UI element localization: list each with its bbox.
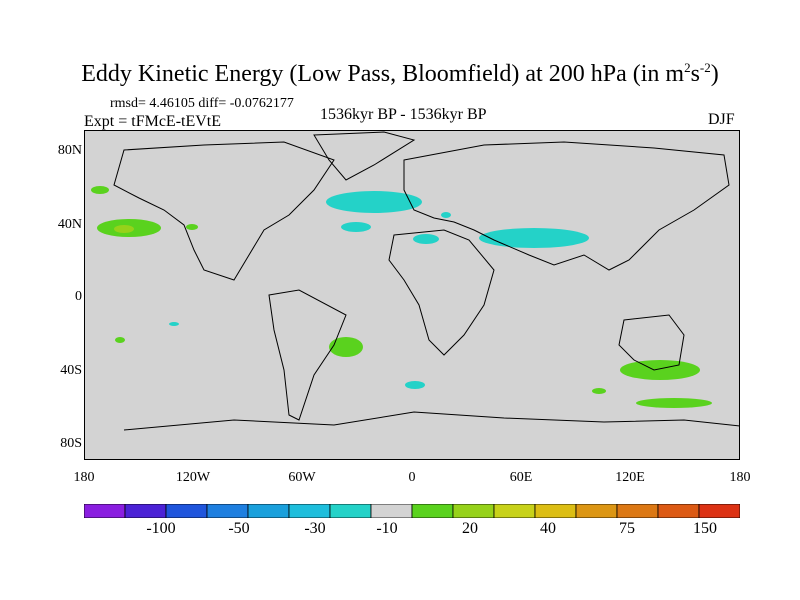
colorbar (84, 504, 740, 518)
coast-greenland (313, 131, 416, 181)
lat-label-80n: 80N (57, 143, 82, 158)
coast-eurasia (403, 141, 730, 271)
anomaly-negative (405, 381, 425, 389)
colorbar-label: 20 (462, 520, 478, 537)
period-label: 1536kyr BP - 1536kyr BP (320, 106, 487, 123)
anomaly-negative (326, 191, 422, 213)
lat-label-40s: 40S (60, 363, 82, 378)
lon-label-60w: 60W (288, 470, 316, 485)
world-map (84, 130, 740, 460)
colorbar-swatch (452, 504, 495, 518)
colorbar-label: 75 (619, 520, 635, 537)
anomaly-negative (413, 234, 439, 244)
map-background (84, 130, 740, 460)
lon-label-0: 0 (408, 470, 416, 485)
colorbar-swatch (657, 504, 700, 518)
colorbar-label: -100 (146, 520, 176, 537)
lat-label-eq: 0 (75, 289, 82, 304)
anomaly-positive-strong (114, 225, 134, 233)
colorbar-label: 150 (693, 520, 717, 537)
anomaly-positive (620, 360, 700, 380)
colorbar-swatch (247, 504, 290, 518)
lon-label-180w: 180 (73, 470, 95, 485)
title-end: ) (710, 61, 719, 87)
lat-label-40n: 40N (57, 217, 82, 232)
colorbar-swatch (124, 504, 167, 518)
colorbar-label: 40 (540, 520, 556, 537)
anomaly-positive (592, 388, 606, 394)
title-text: Eddy Kinetic Energy (Low Pass, Bloomfiel… (81, 61, 685, 87)
plot-title: Eddy Kinetic Energy (Low Pass, Bloomfiel… (0, 60, 800, 88)
anomaly-negative (441, 212, 451, 218)
colorbar-swatch (698, 504, 740, 518)
coast-south-america (268, 289, 347, 421)
anomaly-fields (91, 186, 712, 408)
coastlines (113, 131, 740, 431)
anomaly-positive (186, 224, 198, 230)
lon-label-120w: 120W (175, 470, 211, 485)
colorbar-swatch (370, 504, 413, 518)
colorbar-label: -30 (304, 520, 326, 537)
colorbar-label: -50 (228, 520, 250, 537)
coast-antarctica (123, 411, 740, 431)
anomaly-positive (115, 337, 125, 343)
colorbar-swatch (493, 504, 536, 518)
coast-australia (618, 314, 685, 371)
colorbar-swatch (575, 504, 618, 518)
colorbar-swatch (84, 504, 126, 518)
colorbar-swatch (165, 504, 208, 518)
colorbar-swatch (206, 504, 249, 518)
anomaly-positive (636, 398, 712, 408)
anomaly-negative (479, 228, 589, 248)
title-mid: s (690, 61, 700, 87)
colorbar-swatch (534, 504, 577, 518)
anomaly-positive (329, 337, 363, 357)
coast-north-america (113, 141, 335, 281)
colorbar-swatch (616, 504, 659, 518)
title-sup-2: -2 (699, 60, 711, 75)
map-frame (84, 130, 740, 460)
anomaly-negative (169, 322, 179, 326)
anomaly-positive (91, 186, 109, 194)
anomaly-negative (341, 222, 371, 232)
colorbar-swatch (329, 504, 372, 518)
experiment-label: Expt = tFMcE-tEVtE (84, 113, 222, 130)
lon-label-180e: 180 (729, 470, 751, 485)
lat-label-80s: 80S (60, 436, 82, 451)
season-label: DJF (708, 111, 735, 128)
title-sup-1: 2 (684, 60, 691, 75)
colorbar-swatch (411, 504, 454, 518)
lon-label-120e: 120E (615, 470, 645, 485)
coast-africa (388, 229, 495, 356)
colorbar-swatch (288, 504, 331, 518)
stats-text: rmsd= 4.46105 diff= -0.0762177 (110, 96, 294, 111)
lon-label-60e: 60E (509, 470, 533, 485)
colorbar-label: -10 (376, 520, 398, 537)
